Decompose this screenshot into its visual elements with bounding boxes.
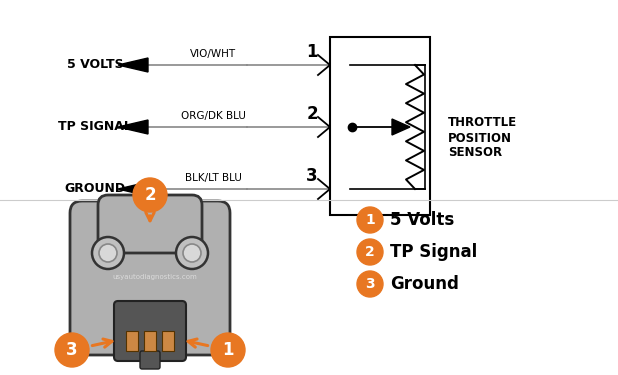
FancyBboxPatch shape — [114, 301, 186, 361]
Text: 1: 1 — [365, 213, 375, 227]
Text: 1: 1 — [222, 341, 234, 359]
Circle shape — [357, 207, 383, 233]
Circle shape — [211, 333, 245, 367]
Text: 2: 2 — [306, 105, 318, 123]
Bar — [126, 331, 138, 351]
Circle shape — [183, 244, 201, 262]
Text: 5 Volts: 5 Volts — [390, 211, 454, 229]
Polygon shape — [118, 58, 148, 72]
Text: 2: 2 — [144, 186, 156, 204]
Circle shape — [133, 178, 167, 212]
Text: 2: 2 — [365, 245, 375, 259]
Text: 1: 1 — [307, 43, 318, 61]
Text: ORG/DK BLU: ORG/DK BLU — [180, 111, 245, 121]
Circle shape — [55, 333, 89, 367]
Text: POSITION: POSITION — [448, 132, 512, 144]
Bar — [330, 37, 430, 215]
Text: TP SIGNAL: TP SIGNAL — [58, 120, 132, 134]
Text: Ground: Ground — [390, 275, 459, 293]
Text: 3: 3 — [66, 341, 78, 359]
Polygon shape — [118, 182, 148, 196]
Text: usyautodiagnostics.com: usyautodiagnostics.com — [112, 274, 197, 280]
Text: 5 VOLTS: 5 VOLTS — [67, 58, 124, 72]
Text: THROTTLE: THROTTLE — [448, 117, 517, 129]
Text: VIO/WHT: VIO/WHT — [190, 49, 236, 59]
Circle shape — [92, 237, 124, 269]
Text: GROUND: GROUND — [64, 183, 125, 195]
Circle shape — [357, 239, 383, 265]
Polygon shape — [118, 120, 148, 134]
Text: 3: 3 — [365, 277, 375, 291]
FancyBboxPatch shape — [70, 201, 230, 355]
Text: BLK/LT BLU: BLK/LT BLU — [185, 173, 242, 183]
FancyBboxPatch shape — [140, 351, 160, 369]
Text: TP Signal: TP Signal — [390, 243, 477, 261]
Bar — [144, 331, 156, 351]
Circle shape — [176, 237, 208, 269]
Text: SENSOR: SENSOR — [448, 147, 502, 159]
Polygon shape — [392, 119, 410, 135]
Circle shape — [357, 271, 383, 297]
Bar — [162, 331, 174, 351]
Circle shape — [99, 244, 117, 262]
FancyBboxPatch shape — [98, 195, 202, 253]
Text: 3: 3 — [306, 167, 318, 185]
